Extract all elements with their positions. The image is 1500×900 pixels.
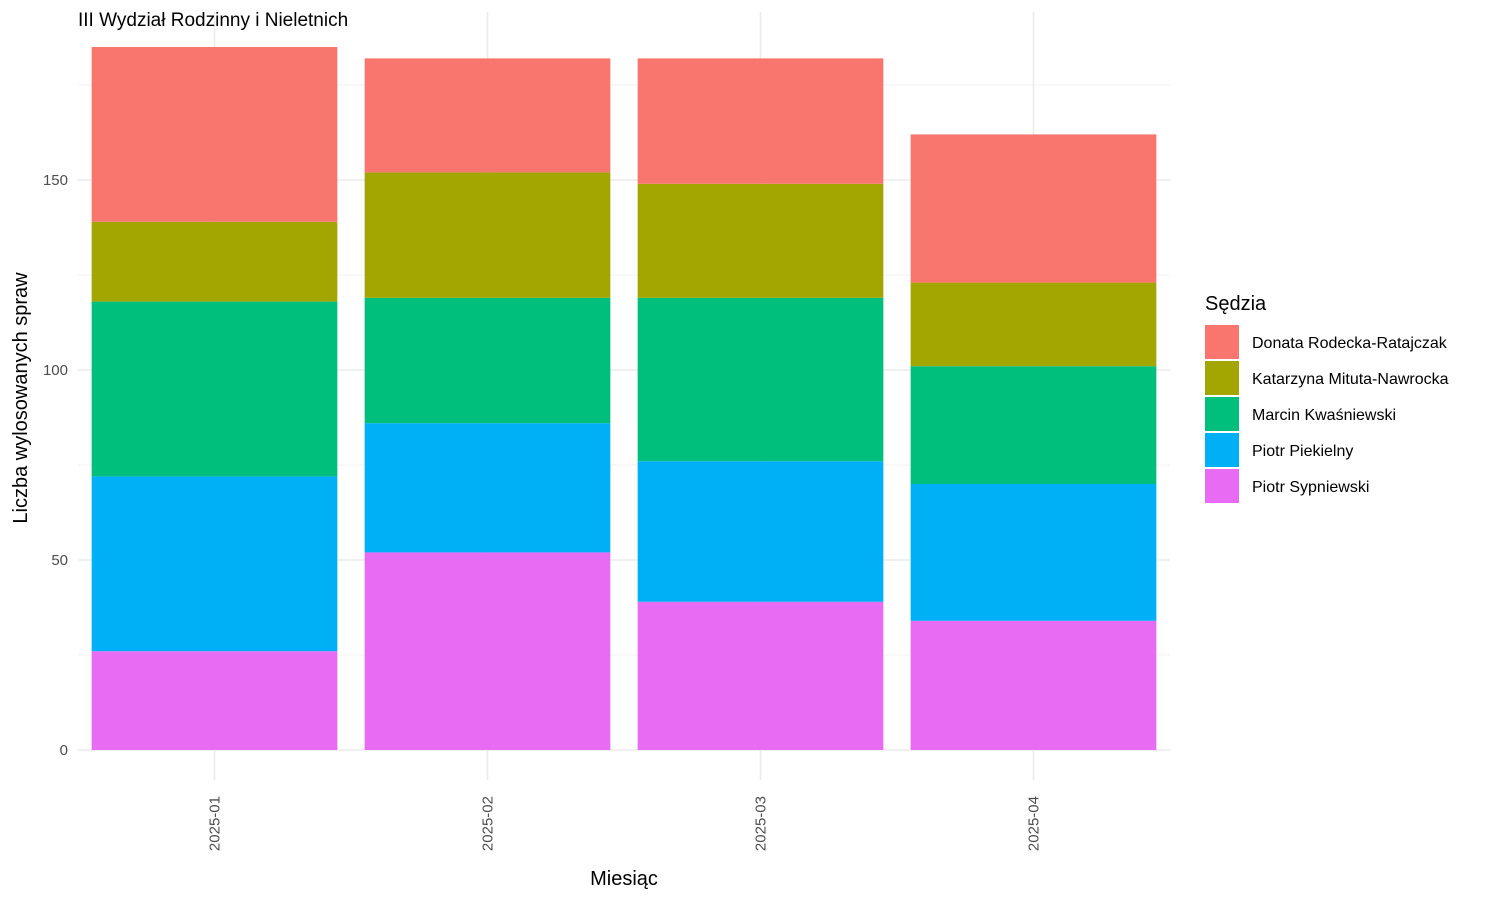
x-tick-label: 2025-04 <box>1026 796 1043 851</box>
legend: Sędzia Donata Rodecka-Ratajczak Katarzyna… <box>1205 293 1449 503</box>
bar-segment <box>364 58 611 173</box>
bar-segment <box>364 172 611 298</box>
y-axis-title: Liczba wylosowanych spraw <box>10 272 32 524</box>
x-axis-title: Miesiąc <box>590 868 658 890</box>
bar-segment <box>91 47 338 222</box>
bar-segment <box>91 301 338 477</box>
y-tick-label: 150 <box>43 172 68 189</box>
y-tick-label: 0 <box>60 742 68 759</box>
bar-segment <box>637 183 884 298</box>
bar-segment <box>637 461 884 602</box>
bar-segment <box>637 297 884 462</box>
x-tick-label: 2025-01 <box>207 796 224 851</box>
x-tick-label: 2025-02 <box>480 796 497 851</box>
bar-segment <box>910 366 1157 484</box>
legend-label: Marcin Kwaśniewski <box>1252 407 1396 424</box>
legend-swatch <box>1205 433 1239 467</box>
x-axis-ticks: 2025-01 2025-02 2025-03 2025-04 <box>207 796 1043 851</box>
legend-swatch <box>1205 397 1239 431</box>
bar-segment <box>91 476 338 652</box>
bar-segment <box>637 601 884 750</box>
bar-segment <box>91 651 338 750</box>
legend-items: Donata Rodecka-Ratajczak Katarzyna Mituta… <box>1205 325 1449 503</box>
bar-segment <box>637 58 884 184</box>
bar-segment <box>364 423 611 553</box>
bar-segment <box>91 221 338 302</box>
bar-segment <box>364 297 611 424</box>
bar-segment <box>910 134 1157 283</box>
legend-swatch <box>1205 469 1239 503</box>
legend-title: Sędzia <box>1205 293 1267 315</box>
x-tick-label: 2025-03 <box>753 796 770 851</box>
legend-label: Piotr Sypniewski <box>1252 479 1369 496</box>
bar-segment <box>910 484 1157 621</box>
bar-segment <box>910 620 1157 750</box>
bar-segment <box>364 552 611 750</box>
legend-label: Katarzyna Mituta-Nawrocka <box>1252 371 1449 388</box>
bar-segment <box>910 282 1157 367</box>
chart-title: III Wydział Rodzinny i Nieletnich <box>78 10 348 31</box>
y-tick-label: 50 <box>51 552 68 569</box>
legend-swatch <box>1205 325 1239 359</box>
y-axis-ticks: 0 50 100 150 <box>43 172 68 759</box>
y-tick-label: 100 <box>43 362 68 379</box>
legend-swatch <box>1205 361 1239 395</box>
bars <box>91 47 1157 750</box>
legend-label: Piotr Piekielny <box>1252 443 1353 460</box>
legend-label: Donata Rodecka-Ratajczak <box>1252 335 1448 352</box>
